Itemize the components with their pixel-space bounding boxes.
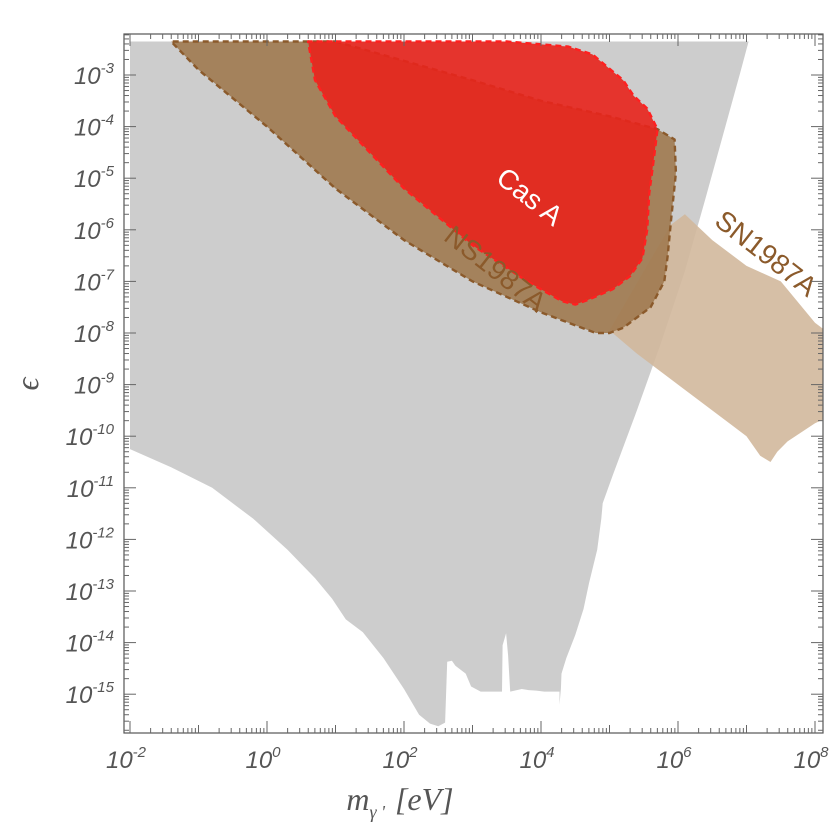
x-tick-label: 108: [793, 744, 829, 774]
y-tick-label: 10-7: [74, 266, 115, 296]
y-tick-label: 10-6: [74, 215, 115, 245]
y-tick-label: 10-13: [66, 576, 115, 606]
y-tick-label: 10-14: [66, 628, 114, 658]
y-tick-label: 10-8: [74, 318, 115, 348]
x-axis-title-base: m: [346, 781, 369, 817]
x-tick-label: 102: [382, 744, 418, 774]
y-tick-label: 10-11: [67, 473, 114, 503]
y-axis-title: ϵ: [9, 376, 45, 390]
y-tick-labels: 10-3 10-4 10-5 10-6 10-7 10-8 10-9 10-10 10-11 10…: [66, 60, 115, 709]
exclusion-regions: [130, 40, 823, 727]
x-tick-label: 10-2: [106, 744, 147, 774]
region-cas-a: [306, 40, 659, 306]
y-tick-label: 10-4: [74, 112, 114, 142]
x-axis-title-unit: [eV]: [395, 781, 454, 817]
y-tick-label: 10-15: [66, 679, 115, 709]
y-tick-label: 10-3: [74, 60, 115, 90]
axis-ticks: [124, 34, 823, 733]
y-tick-label: 10-5: [74, 163, 115, 193]
y-tick-label: 10-10: [66, 421, 115, 451]
y-tick-label: 10-9: [74, 370, 115, 400]
x-tick-label: 106: [656, 744, 692, 774]
plot-frame: [123, 33, 824, 734]
x-axis-title: mγ ' [eV]: [346, 781, 453, 822]
x-tick-label: 104: [519, 744, 554, 774]
x-axis-title-subscript: γ ': [370, 802, 387, 822]
x-tick-label: 100: [245, 744, 281, 774]
x-tick-labels: 10-2 100 102 104 106 108: [106, 744, 829, 774]
y-tick-label: 10-12: [66, 524, 115, 554]
